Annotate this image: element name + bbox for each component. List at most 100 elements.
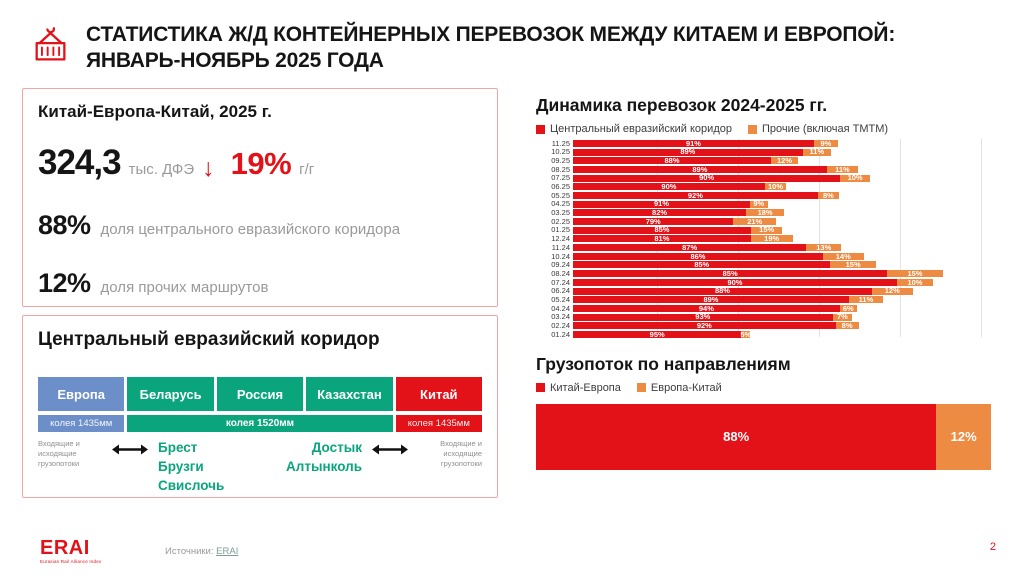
bar-value-label: 94% [698, 303, 714, 313]
bar-segment-other: 13% [806, 244, 842, 252]
bar-track: 89% 11% [573, 147, 996, 157]
legend-label: Прочие (включая ТМТМ) [761, 123, 889, 135]
direction-value-label: 12% [950, 429, 977, 445]
bar-category-label: 02.25 [551, 216, 570, 226]
bar-segment-other: 14% [822, 251, 864, 261]
bar-segment-other: 6% [839, 305, 857, 312]
station-name: Свислочь [158, 477, 225, 493]
bar-track: 88% 12% [573, 155, 996, 165]
sources-link[interactable]: ERAI [216, 546, 239, 557]
bar-segment-main: 92% [573, 192, 818, 199]
sources-label: Источники: [165, 546, 214, 557]
stats-panel-title: Китай-Европа-Китай, 2025 г. [38, 102, 272, 121]
bar-row: 04.24 94% 6% [536, 304, 1002, 313]
bar-category-label: 09.24 [551, 260, 570, 270]
legend-item: Прочие (включая ТМТМ) [747, 123, 889, 135]
bar-segment-other: 9% [813, 140, 838, 147]
dynamics-legend: Центральный евразийский коридор Прочие (в… [536, 123, 1004, 135]
bar-value-label: 14% [835, 251, 851, 261]
west-stations: Брест Брузги Свислочь [158, 439, 224, 496]
bar-category-label: 09.25 [551, 155, 570, 165]
bar-segment-other: 10% [896, 279, 933, 286]
gridline [899, 139, 901, 337]
bar-category-label: 04.25 [551, 199, 570, 209]
erai-logo-text: ERAI [40, 537, 90, 559]
bar-segment-main: 81% [573, 235, 751, 243]
bar-category-label: 08.24 [551, 268, 570, 278]
bar-segment-other: 8% [835, 322, 859, 330]
legend-item: Китай-Европа [536, 382, 621, 394]
bar-category-label: 12.24 [551, 234, 570, 244]
bar-row: 03.24 93% 7% [536, 313, 1002, 322]
legend-marker [536, 383, 545, 393]
bar-value-label: 89% [680, 147, 696, 157]
bar-row: 10.25 89% 11% [536, 148, 1002, 157]
bar-value-label: 87% [682, 242, 698, 252]
bar-value-label: 85% [722, 268, 738, 278]
volume-stat: 324,3 тыс. ДФЭ ↓ 19% г/г [38, 143, 482, 183]
bar-category-label: 02.24 [551, 321, 570, 331]
bar-category-label: 01.24 [551, 329, 570, 339]
bar-segment-main: 90% [573, 279, 897, 286]
page-number: 2 [989, 541, 996, 553]
header: СТАТИСТИКА Ж/Д КОНТЕЙНЕРНЫХ ПЕРЕВОЗОК МЕ… [30, 22, 1008, 74]
bar-value-label: 93% [695, 312, 711, 322]
bar-row: 02.24 92% 8% [536, 321, 1002, 330]
share-value: 88% [38, 210, 91, 240]
bar-category-label: 05.24 [551, 294, 570, 304]
bar-track: 92% 8% [573, 322, 996, 330]
bar-segment-other: 5% [740, 331, 751, 338]
bar-segment-main: 88% [573, 287, 872, 295]
direction-value-label: 88% [723, 429, 750, 445]
bar-value-label: 85% [694, 260, 710, 270]
bar-category-label: 01.25 [551, 225, 570, 235]
bar-value-label: 15% [759, 225, 775, 235]
bar-row: 08.25 89% 11% [536, 165, 1002, 174]
bar-value-label: 18% [757, 208, 773, 218]
bar-row: 04.25 91% 9% [536, 200, 1002, 209]
west-flow: Входящие и исходящие грузопотоки Брест Бр… [38, 439, 224, 496]
bar-track: 90% 10% [573, 279, 996, 286]
direction-segment: 88% [536, 403, 937, 470]
directions-legend: Китай-Европа Европа-Китай [536, 382, 1004, 394]
double-arrow-icon [110, 443, 150, 461]
bar-category-label: 10.24 [551, 251, 570, 261]
share-label: доля прочих маршрутов [100, 279, 269, 296]
bar-track: 81% 19% [573, 235, 996, 243]
bar-segment-other: 19% [750, 235, 793, 243]
bar-segment-other: 12% [871, 286, 913, 296]
bar-segment-main: 93% [573, 312, 833, 322]
bar-row: 11.24 87% 13% [536, 243, 1002, 252]
bar-value-label: 90% [727, 277, 743, 287]
bar-category-label: 04.24 [551, 303, 570, 313]
bar-segment-main: 85% [573, 260, 831, 270]
country-cell: Европа [38, 377, 125, 411]
bar-segment-other: 11% [848, 296, 884, 304]
bar-segment-other: 7% [832, 313, 853, 321]
bar-segment-other: 11% [826, 166, 859, 173]
bar-track: 85% 15% [573, 225, 996, 235]
legend-label: Европа-Китай [650, 381, 722, 394]
bar-segment-other: 12% [771, 157, 799, 165]
bar-value-label: 11% [809, 147, 825, 157]
bar-segment-main: 90% [573, 183, 765, 191]
page-title-line1: СТАТИСТИКА Ж/Д КОНТЕЙНЕРНЫХ ПЕРЕВОЗОК МЕ… [86, 23, 896, 46]
legend-marker [636, 383, 646, 393]
bar-row: 11.25 91% 9% [536, 139, 1002, 148]
bar-value-label: 15% [845, 260, 861, 270]
bar-row: 09.24 85% 15% [536, 261, 1002, 270]
page-title-line2: ЯНВАРЬ-НОЯБРЬ 2025 ГОДА [86, 49, 384, 72]
bar-value-label: 82% [652, 208, 668, 218]
bar-row: 06.25 90% 10% [536, 182, 1002, 191]
share-row-other: 12% доля прочих маршрутов [38, 268, 482, 299]
bar-value-label: 12% [884, 286, 900, 296]
bar-value-label: 88% [664, 155, 680, 165]
bar-value-label: 9% [753, 199, 765, 209]
bar-segment-main: 91% [573, 200, 751, 208]
corridor-panel: Центральный евразийский коридор Европа Бе… [22, 315, 498, 498]
bar-segment-main: 89% [573, 296, 849, 304]
erai-logo: ERAI Eurasian Rail Alliance Index [40, 538, 101, 565]
bar-segment-main: 87% [573, 242, 807, 252]
bar-category-label: 11.24 [551, 242, 570, 252]
